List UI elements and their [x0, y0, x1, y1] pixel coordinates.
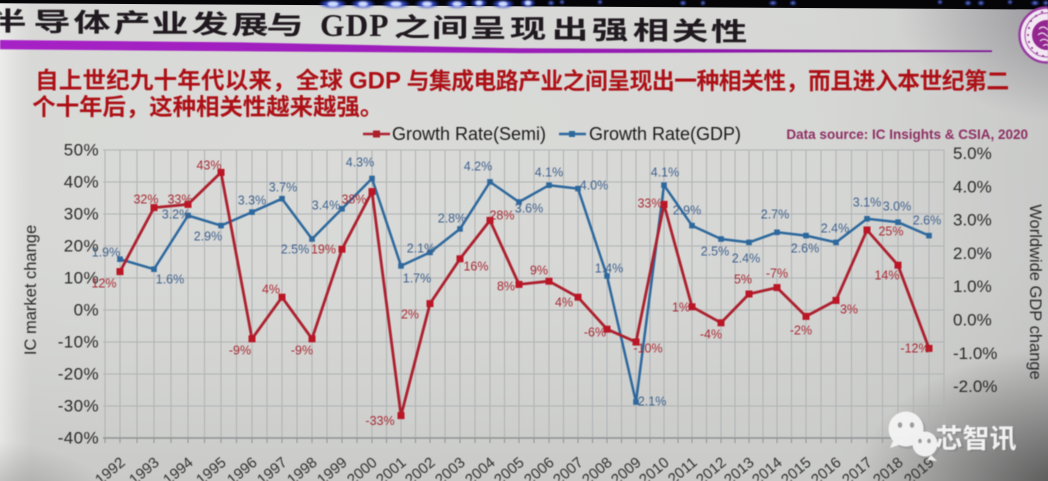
- svg-text:-2%: -2%: [790, 324, 812, 338]
- svg-text:3%: 3%: [840, 303, 858, 317]
- svg-text:GDP: GDP: [320, 8, 390, 43]
- svg-text:-30%: -30%: [58, 397, 99, 416]
- svg-text:2.8%: 2.8%: [438, 212, 467, 226]
- svg-text:-10%: -10%: [633, 342, 662, 356]
- svg-text:5.0%: 5.0%: [953, 144, 992, 163]
- svg-text:3.7%: 3.7%: [269, 181, 298, 195]
- svg-text:3.6%: 3.6%: [515, 202, 544, 216]
- svg-text:1.0%: 1.0%: [953, 277, 992, 296]
- svg-text:9%: 9%: [530, 264, 548, 278]
- svg-text:1.7%: 1.7%: [403, 272, 432, 286]
- svg-text:38%: 38%: [341, 193, 366, 207]
- svg-text:3.3%: 3.3%: [238, 194, 267, 208]
- svg-text:20%: 20%: [64, 237, 99, 256]
- svg-text:-4%: -4%: [700, 328, 722, 342]
- svg-text:1992: 1992: [92, 454, 128, 481]
- svg-text:32%: 32%: [133, 193, 158, 207]
- svg-text:2.4%: 2.4%: [821, 222, 850, 236]
- svg-text:10%: 10%: [64, 269, 99, 288]
- svg-text:4.0%: 4.0%: [580, 179, 609, 193]
- svg-text:-2.0%: -2.0%: [953, 377, 997, 396]
- svg-text:2.5%: 2.5%: [281, 243, 310, 257]
- svg-text:4.0%: 4.0%: [953, 177, 992, 196]
- svg-text:IC market change: IC market change: [22, 225, 40, 355]
- svg-text:GDP: GDP: [349, 68, 401, 95]
- svg-text:0%: 0%: [74, 301, 99, 320]
- svg-text:-1.0%: -1.0%: [953, 344, 997, 363]
- svg-text:2.9%: 2.9%: [194, 230, 223, 244]
- svg-text:-9%: -9%: [291, 344, 313, 358]
- svg-text:-12%: -12%: [900, 342, 929, 356]
- svg-text:1%: 1%: [672, 301, 690, 315]
- svg-text:3.0%: 3.0%: [953, 211, 992, 230]
- svg-text:28%: 28%: [489, 209, 514, 223]
- svg-text:19%: 19%: [311, 243, 336, 257]
- svg-text:2.1%: 2.1%: [407, 242, 436, 256]
- svg-text:2.6%: 2.6%: [791, 242, 820, 256]
- svg-text:33%: 33%: [637, 197, 662, 211]
- svg-text:1.4%: 1.4%: [595, 262, 624, 276]
- svg-text:3.1%: 3.1%: [853, 196, 882, 210]
- svg-text:2.7%: 2.7%: [761, 208, 790, 222]
- svg-text:50%: 50%: [64, 141, 99, 160]
- svg-text:1993: 1993: [126, 454, 162, 481]
- svg-text:25%: 25%: [878, 225, 903, 239]
- svg-text:-7%: -7%: [766, 267, 788, 281]
- svg-text:Growth Rate(Semi): Growth Rate(Semi): [392, 124, 546, 144]
- svg-text:-9%: -9%: [229, 344, 251, 358]
- svg-text:5%: 5%: [734, 273, 752, 287]
- svg-text:16%: 16%: [463, 260, 488, 274]
- svg-text:-40%: -40%: [58, 429, 99, 448]
- svg-text:4.1%: 4.1%: [535, 166, 564, 180]
- svg-text:-2.1%: -2.1%: [634, 395, 667, 409]
- svg-text:2.5%: 2.5%: [701, 245, 730, 259]
- svg-text:3.4%: 3.4%: [312, 199, 341, 213]
- svg-text:1.6%: 1.6%: [156, 273, 185, 287]
- svg-text:-6%: -6%: [584, 326, 606, 340]
- svg-text:3.2%: 3.2%: [162, 208, 191, 222]
- svg-text:Growth Rate(GDP): Growth Rate(GDP): [589, 124, 741, 144]
- svg-text:33%: 33%: [167, 193, 192, 207]
- svg-text:30%: 30%: [64, 205, 99, 224]
- svg-text:-20%: -20%: [58, 365, 99, 384]
- svg-text:1994: 1994: [160, 454, 196, 481]
- svg-text:4%: 4%: [262, 283, 280, 297]
- svg-text:2.6%: 2.6%: [913, 214, 942, 228]
- svg-text:1.9%: 1.9%: [92, 246, 121, 260]
- svg-text:4%: 4%: [555, 296, 573, 310]
- svg-text:4.1%: 4.1%: [651, 166, 680, 180]
- svg-text:14%: 14%: [874, 269, 899, 283]
- svg-text:2.4%: 2.4%: [732, 252, 761, 266]
- svg-text:2%: 2%: [401, 308, 419, 322]
- svg-text:12%: 12%: [91, 277, 116, 291]
- svg-text:Worldwide GDP change: Worldwide GDP change: [1026, 204, 1044, 379]
- svg-text:2.9%: 2.9%: [673, 204, 702, 218]
- svg-text:-10%: -10%: [58, 333, 99, 352]
- svg-text:2.0%: 2.0%: [953, 244, 992, 263]
- svg-text:0.0%: 0.0%: [953, 311, 992, 330]
- svg-text:43%: 43%: [196, 159, 221, 173]
- svg-text:40%: 40%: [64, 173, 99, 192]
- svg-text:8%: 8%: [497, 280, 515, 294]
- svg-text:4.2%: 4.2%: [464, 160, 493, 174]
- svg-text:3.0%: 3.0%: [883, 200, 912, 214]
- svg-text:-33%: -33%: [365, 414, 394, 428]
- svg-text:4.3%: 4.3%: [346, 156, 375, 170]
- svg-text:Data source: IC Insights & CSI: Data source: IC Insights & CSIA, 2020: [786, 127, 1028, 142]
